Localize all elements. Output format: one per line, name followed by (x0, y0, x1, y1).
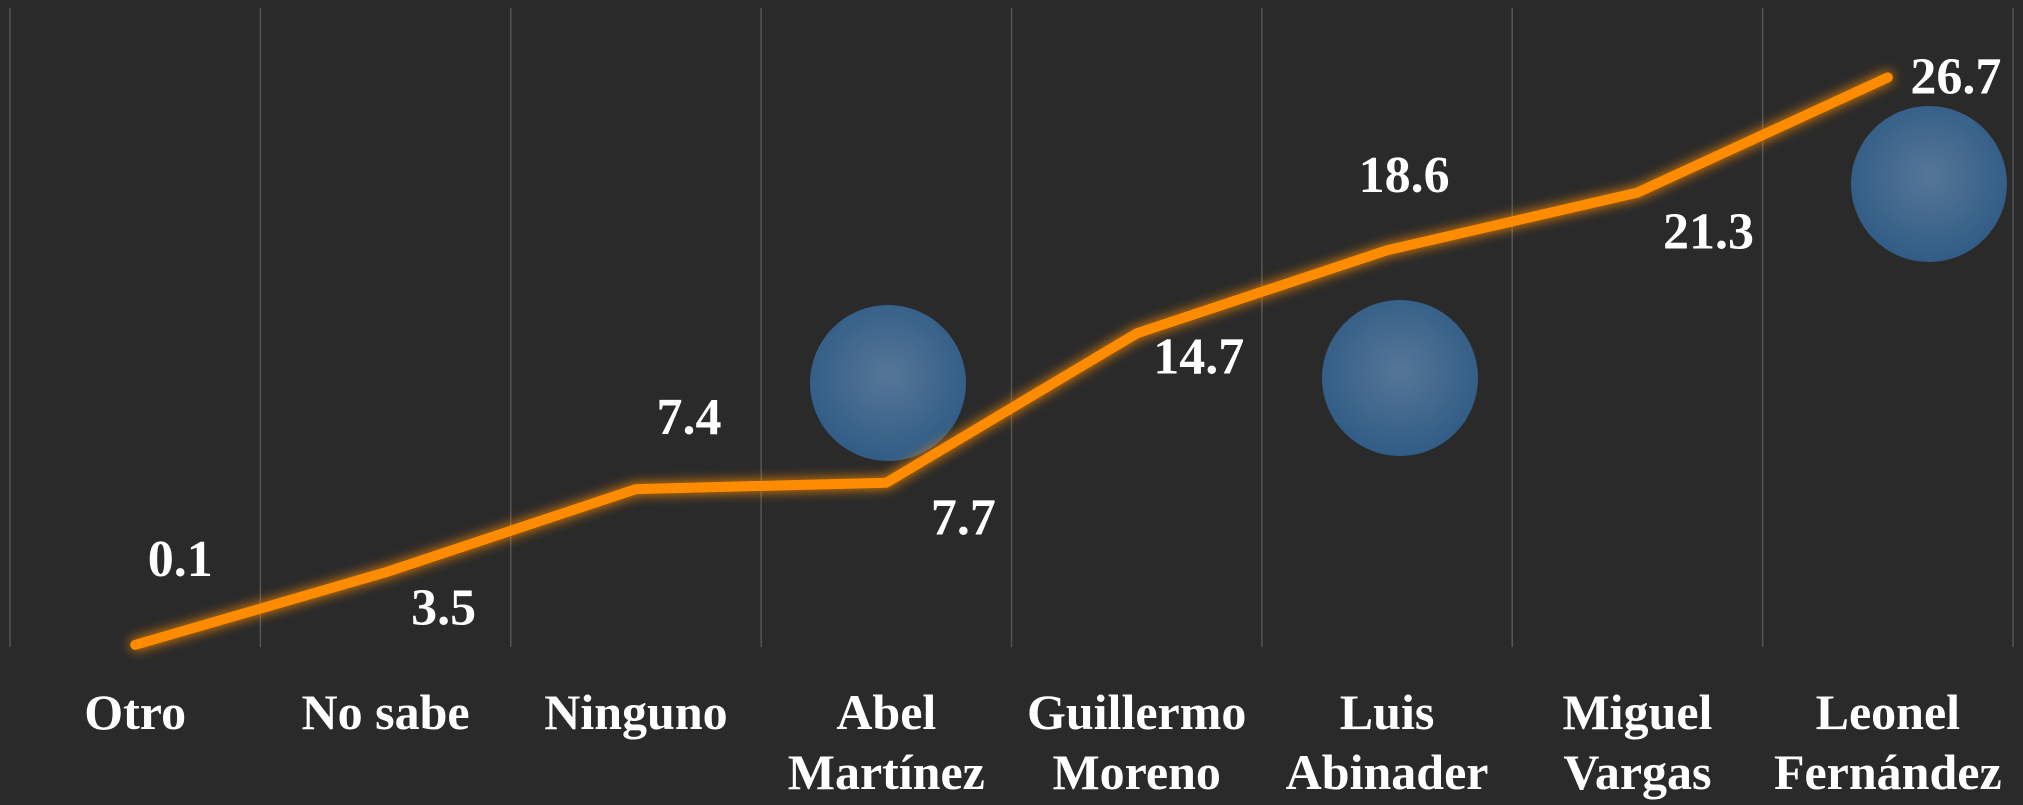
x-tick-label: Abel Martínez (787, 684, 985, 800)
value-label: 14.7 (1153, 328, 1244, 385)
portrait (1322, 300, 1478, 456)
x-tick-label: Ninguno (544, 684, 728, 740)
x-tick-label: Miguel Vargas (1562, 684, 1713, 800)
value-label: 0.1 (148, 531, 213, 588)
value-label: 26.7 (1910, 48, 2001, 105)
x-tick-label: Otro (84, 684, 187, 740)
value-label: 21.3 (1663, 204, 1754, 261)
portrait (810, 305, 966, 461)
x-tick-label: Leonel Fernández (1773, 684, 2002, 800)
value-label: 3.5 (411, 579, 476, 636)
x-tick-label: No sabe (301, 684, 470, 740)
value-label: 7.4 (656, 389, 721, 446)
x-tick-label: Guillermo Moreno (1026, 684, 1247, 800)
value-label: 18.6 (1359, 147, 1450, 204)
line (130, 72, 1893, 650)
value-label: 7.7 (931, 490, 996, 547)
portrait (1851, 106, 2007, 262)
x-tick-label: Luis Abinader (1285, 684, 1489, 800)
